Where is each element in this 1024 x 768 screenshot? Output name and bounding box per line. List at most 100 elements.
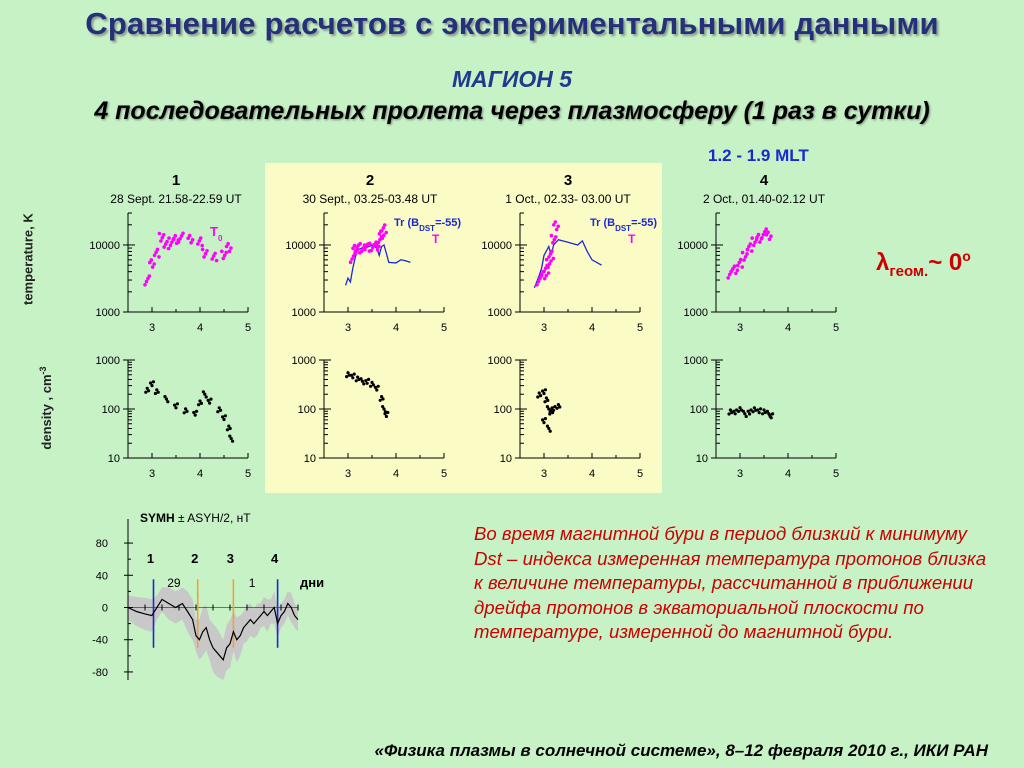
density-point-2 xyxy=(364,379,368,383)
temperature-point-1 xyxy=(149,258,154,262)
symh-x-unit-label: дни xyxy=(300,575,324,590)
density-point-4 xyxy=(746,409,750,413)
temperature-point-2 xyxy=(350,257,354,261)
density-point-1 xyxy=(219,408,223,412)
density-point-3 xyxy=(550,406,554,410)
temperature-point-1 xyxy=(226,241,230,246)
temperature-point-3 xyxy=(547,255,551,259)
density-x-tick-label: 5 xyxy=(637,468,643,480)
density-point-1 xyxy=(175,402,179,406)
pass-date-3: 1 Oct., 02.33- 03.00 UT xyxy=(505,192,631,206)
density-x-tick-label: 3 xyxy=(149,468,155,480)
density-point-4 xyxy=(768,413,772,417)
symh-y-tick-label: -40 xyxy=(92,635,108,647)
Tr-label-2: Tr (BDST=-55) xyxy=(394,217,461,233)
density-point-1 xyxy=(174,406,178,410)
density-point-2 xyxy=(380,395,384,399)
temperature-point-1 xyxy=(190,237,195,242)
density-point-4 xyxy=(738,406,742,410)
temperature-point-2 xyxy=(352,243,357,248)
density-point-2 xyxy=(359,377,363,381)
temperature-point-4 xyxy=(764,227,768,231)
temp-x-tick-label: 5 xyxy=(441,322,447,334)
density-point-2 xyxy=(369,384,373,388)
temperature-point-2 xyxy=(369,248,374,253)
density-point-1 xyxy=(206,398,210,402)
density-point-1 xyxy=(228,434,232,438)
temp-x-tick-label: 4 xyxy=(393,322,399,334)
temperature-point-4 xyxy=(731,267,735,271)
temperature-point-1 xyxy=(203,251,208,256)
temperature-point-4 xyxy=(750,249,754,253)
temp-tick-label: 10000 xyxy=(677,240,708,252)
density-point-2 xyxy=(362,382,366,386)
temperature-point-4 xyxy=(751,243,756,248)
temperature-point-1 xyxy=(227,249,232,253)
density-point-1 xyxy=(166,400,170,404)
pass-number-4: 4 xyxy=(760,172,769,189)
symh-line xyxy=(127,598,299,662)
density-point-1 xyxy=(163,395,167,399)
density-point-2 xyxy=(373,385,377,389)
temperature-point-2 xyxy=(368,241,372,246)
temperature-point-2 xyxy=(384,230,389,235)
temperature-point-2 xyxy=(375,243,379,248)
density-tick-label: 1000 xyxy=(292,355,316,367)
pass-number-1: 1 xyxy=(172,172,180,189)
temperature-point-1 xyxy=(189,240,193,245)
temperature-point-1 xyxy=(144,279,149,284)
density-point-2 xyxy=(371,383,375,387)
temperature-point-4 xyxy=(738,257,743,262)
temperature-point-3 xyxy=(554,227,559,232)
temperature-point-4 xyxy=(769,234,773,238)
temperature-point-4 xyxy=(760,236,764,240)
temperature-point-4 xyxy=(734,271,738,276)
density-point-1 xyxy=(227,424,231,428)
density-point-1 xyxy=(199,401,203,405)
density-point-1 xyxy=(192,410,196,415)
density-point-4 xyxy=(741,409,746,413)
density-point-2 xyxy=(370,380,374,384)
temperature-point-3 xyxy=(549,259,553,263)
temperature-point-1 xyxy=(152,262,156,266)
pass-marker-label-1: 1 xyxy=(147,551,154,566)
temperature-point-1 xyxy=(155,247,160,252)
temperature-point-4 xyxy=(764,233,769,237)
temperature-point-1 xyxy=(186,236,190,241)
temperature-point-4 xyxy=(740,250,745,255)
symh-y-tick-label: 0 xyxy=(102,603,108,615)
temperature-point-3 xyxy=(546,265,550,269)
density-point-3 xyxy=(541,418,545,422)
density-point-3 xyxy=(536,395,540,399)
temperature-point-1 xyxy=(152,253,157,258)
density-point-4 xyxy=(743,412,747,416)
density-point-4 xyxy=(765,409,770,413)
temp-x-tick-label: 3 xyxy=(737,322,743,334)
temperature-point-1 xyxy=(181,231,185,236)
density-x-tick-label: 4 xyxy=(197,468,203,480)
temperature-point-1 xyxy=(198,236,203,240)
density-point-2 xyxy=(382,407,386,411)
model-temperature-line-3 xyxy=(533,238,602,289)
temperature-point-1 xyxy=(224,244,229,249)
density-point-2 xyxy=(349,373,353,377)
density-point-4 xyxy=(756,408,760,412)
density-point-4 xyxy=(761,412,765,416)
density-point-1 xyxy=(231,439,235,443)
temperature-point-3 xyxy=(554,235,558,239)
temp-tick-label: 10000 xyxy=(481,240,512,252)
temperature-point-3 xyxy=(556,224,560,229)
density-point-2 xyxy=(356,375,360,379)
temp-x-tick-label: 4 xyxy=(197,322,203,334)
temperature-point-3 xyxy=(538,276,542,281)
temp-tick-label: 1000 xyxy=(488,307,512,319)
density-point-1 xyxy=(173,403,177,407)
density-point-3 xyxy=(542,421,546,425)
density-point-4 xyxy=(757,411,761,415)
density-point-1 xyxy=(216,410,220,414)
temperature-point-4 xyxy=(756,232,761,237)
density-point-1 xyxy=(195,409,199,413)
symh-day-label: 1 xyxy=(249,576,256,590)
temperature-point-2 xyxy=(348,260,353,265)
